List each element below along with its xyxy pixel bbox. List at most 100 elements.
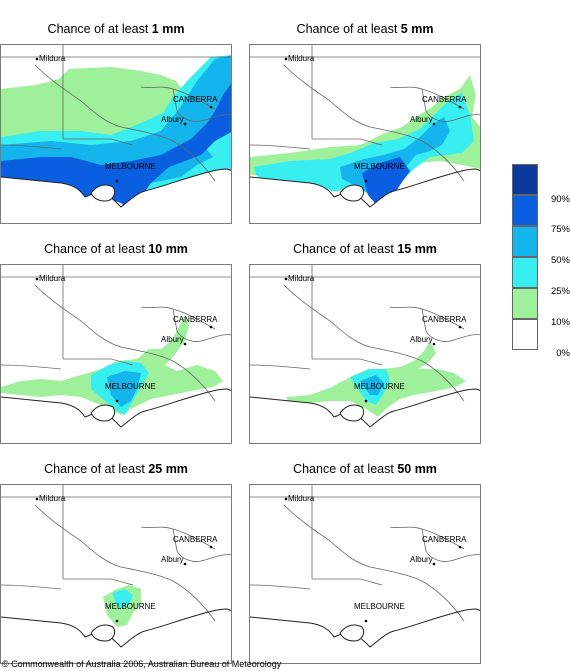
port-phillip-bay [339,184,365,202]
mildura-label: Mildura [39,274,66,283]
canberra-marker [209,105,213,109]
coastline [1,608,231,648]
panel-title: Chance of at least 50 mm [293,462,437,476]
port-phillip-bay [339,624,365,642]
albury-marker [183,122,187,126]
legend-swatch-90 [512,164,538,195]
rain-probability-area [107,371,141,407]
rain-probability-area [362,157,410,209]
legend-swatch-25 [512,257,538,288]
melbourne-marker [364,619,368,623]
port-phillip-bay [90,404,116,422]
legend-label: 75% [550,224,570,235]
coastline [1,168,231,208]
mildura-label: Mildura [288,274,315,283]
coastline [250,608,480,648]
mildura-label: Mildura [39,54,66,63]
state-border [250,364,311,370]
port-phillip-bay [339,404,365,422]
probability-map: Mildura CANBERRA Albury MELBOURNE [0,484,232,664]
mildura-label: Mildura [288,494,315,503]
port-phillip-bay [90,184,116,202]
probability-map: Mildura CANBERRA Albury MELBOURNE [249,264,481,444]
map-canvas: Mildura CANBERRA Albury MELBOURNE [250,265,480,443]
legend-swatch-50 [512,226,538,257]
melbourne-label: MELBOURNE [354,602,405,611]
canberra-label: CANBERRA [173,535,218,544]
probability-map: Mildura CANBERRA Albury MELBOURNE [249,44,481,224]
mildura-marker [35,497,39,501]
rain-probability-area [113,589,133,609]
state-border [312,358,383,366]
mildura-marker [284,497,288,501]
map-canvas: Mildura CANBERRA Albury MELBOURNE [1,265,231,443]
melbourne-marker [364,179,368,183]
albury-label: Albury [410,335,433,344]
canberra-marker [209,325,213,329]
coastline [1,388,231,428]
canberra-label: CANBERRA [173,315,218,324]
albury-marker [432,562,436,566]
mildura-marker [35,57,39,61]
port-phillip-bay [90,624,116,642]
albury-marker [432,122,436,126]
legend-label: 50% [550,255,570,266]
albury-marker [432,342,436,346]
legend-label: 0% [556,348,570,359]
legend-label: 10% [550,317,570,328]
mildura-marker [284,57,288,61]
coastline [250,168,480,208]
melbourne-label: MELBOURNE [105,382,156,391]
melbourne-label: MELBOURNE [105,602,156,611]
canberra-marker [458,545,462,549]
rain-probability-area [254,93,474,201]
canberra-label: CANBERRA [173,95,218,104]
state-border [63,578,134,586]
state-border [172,528,231,562]
state-border [34,64,216,182]
state-border [283,284,465,402]
probability-map: Mildura CANBERRA Albury MELBOURNE [0,264,232,444]
state-border [63,138,134,146]
mildura-marker [35,277,39,281]
melbourne-label: MELBOURNE [354,162,405,171]
melbourne-marker [364,399,368,403]
state-border [1,144,62,150]
map-canvas: Mildura CANBERRA Albury MELBOURNE [250,485,480,663]
mildura-marker [284,277,288,281]
panel-25mm: Chance of at least 25 mm Mildura CANBERRA… [0,454,232,664]
albury-label: Albury [161,555,184,564]
state-border [34,284,216,402]
state-border [172,308,231,342]
ocean [250,609,480,663]
state-border [63,358,134,366]
panel-title: Chance of at least 15 mm [293,242,437,256]
panel-10mm: Chance of at least 10 mm Mildura CANBERRA… [0,234,232,444]
state-border [172,88,231,122]
albury-marker [183,562,187,566]
panel-title: Chance of at least 5 mm [296,22,434,36]
state-border [421,88,480,122]
albury-label: Albury [161,335,184,344]
state-border [283,504,465,622]
legend-swatch-10 [512,288,538,319]
panel-title: Chance of at least 25 mm [44,462,188,476]
albury-label: Albury [410,115,433,124]
copyright-footer: © Commonwealth of Australia 2006, Austra… [2,659,282,669]
melbourne-label: MELBOURNE [105,162,156,171]
panel-title: Chance of at least 10 mm [44,242,188,256]
probability-map: Mildura CANBERRA Albury MELBOURNE [249,484,481,664]
legend-label: 25% [550,286,570,297]
rain-probability-area [360,375,384,395]
canberra-label: CANBERRA [422,315,467,324]
albury-label: Albury [161,115,184,124]
state-border [250,144,311,150]
panel-1mm: Chance of at least 1 mm Mildura CANBERRA A… [0,14,232,224]
melbourne-label: MELBOURNE [354,382,405,391]
map-canvas: Mildura CANBERRA Albury MELBOURNE [1,45,231,223]
map-canvas: Mildura CANBERRA Albury MELBOURNE [1,485,231,663]
melbourne-marker [115,619,119,623]
mildura-label: Mildura [39,494,66,503]
panel-5mm: Chance of at least 5 mm Mildura CANBERRA A… [249,14,481,224]
canberra-label: CANBERRA [422,95,467,104]
